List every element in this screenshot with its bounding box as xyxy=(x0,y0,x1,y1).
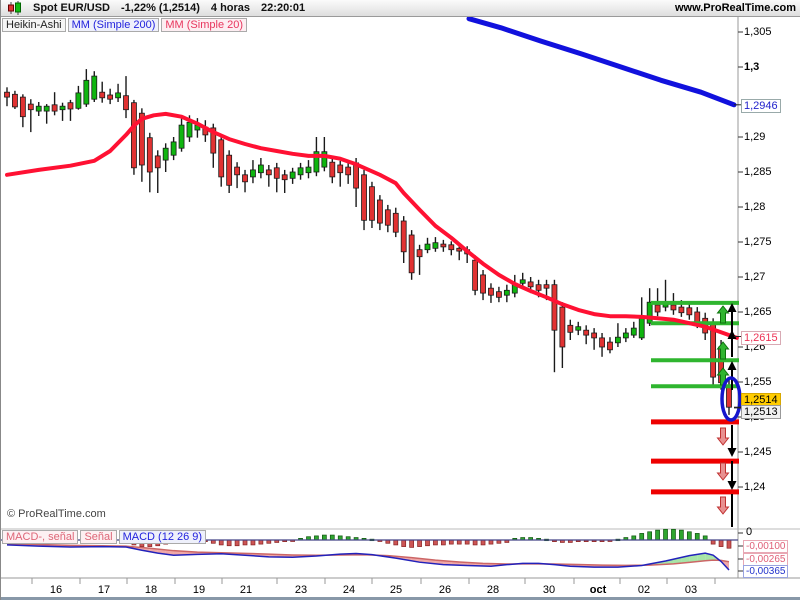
date-axis-label: 30 xyxy=(542,584,556,596)
date-axis-label: 21 xyxy=(239,584,253,596)
tab-ma20[interactable]: MM (Simple 20) xyxy=(161,18,248,32)
date-axis-label: 25 xyxy=(389,584,403,596)
ellipse-annotation[interactable] xyxy=(720,376,742,422)
macd-axis-label: -0,00100 xyxy=(743,540,789,553)
clock: 22:20:01 xyxy=(261,2,306,14)
macd-panel xyxy=(1,528,738,571)
tab-macd-senal[interactable]: MACD-, señal xyxy=(2,530,79,544)
title-bar: Spot EUR/USD -1,22% (1,2514) 4 horas 22:… xyxy=(1,0,800,17)
tab-ma200[interactable]: MM (Simple 200) xyxy=(67,18,160,32)
price-label-last: 1,2514 xyxy=(741,393,781,408)
date-axis-label: 28 xyxy=(486,584,500,596)
price-axis-label: 1,28 xyxy=(744,201,766,213)
macd-axis-label: 0 xyxy=(746,526,753,538)
moving-averages xyxy=(5,16,739,340)
price-axis-label: 1,27 xyxy=(744,271,766,283)
indicator-legend: Heikin-Ashi MM (Simple 200) MM (Simple 2… xyxy=(2,18,248,32)
price-change: -1,22% (1,2514) xyxy=(121,2,200,14)
axis-ticks xyxy=(31,31,743,584)
watermark: © ProRealTime.com xyxy=(7,508,106,520)
timeframe-label: 4 horas xyxy=(210,2,251,14)
price-axis-label: 1,245 xyxy=(744,446,772,458)
date-axis-label: 24 xyxy=(342,584,356,596)
price-axis-label: 1,275 xyxy=(744,236,772,248)
date-axis-label: 02 xyxy=(637,584,651,596)
date-axis-label: 23 xyxy=(294,584,308,596)
macd-axis-label: -0,00365 xyxy=(743,565,789,578)
price-label-ma20: 1,2615 xyxy=(741,330,781,345)
instrument-name: Spot EUR/USD xyxy=(33,2,110,14)
price-axis-label: 1,24 xyxy=(744,481,766,493)
prorealtime-link[interactable]: www.ProRealTime.com xyxy=(674,2,796,14)
tab-senal[interactable]: Señal xyxy=(80,530,117,544)
price-axis-label: 1,3 xyxy=(744,61,760,73)
price-axis-label: 1,29 xyxy=(744,131,766,143)
date-axis-label: 18 xyxy=(144,584,158,596)
price-axis-label: 1,285 xyxy=(744,166,772,178)
date-axis-label: 17 xyxy=(97,584,111,596)
price-axis-label: 1,255 xyxy=(744,376,772,388)
macd-legend: MACD-, señal Señal MACD (12 26 9) xyxy=(2,530,207,544)
price-axis-label: 1,305 xyxy=(744,26,772,38)
date-axis-label: oct xyxy=(589,584,607,596)
tab-heikin-ashi[interactable]: Heikin-Ashi xyxy=(2,18,66,32)
price-label-ma200: 1,2946 xyxy=(741,98,781,113)
candlestick-icon xyxy=(6,1,22,15)
candlestick-series xyxy=(4,69,732,415)
date-axis-label: 19 xyxy=(192,584,206,596)
price-axis-label: 1,265 xyxy=(744,306,772,318)
date-axis-label: 16 xyxy=(49,584,63,596)
tab-macd-params[interactable]: MACD (12 26 9) xyxy=(118,530,207,544)
price-label-bid: 1,2513 xyxy=(741,404,781,419)
date-axis-label: 03 xyxy=(684,584,698,596)
date-axis-label: 26 xyxy=(438,584,452,596)
